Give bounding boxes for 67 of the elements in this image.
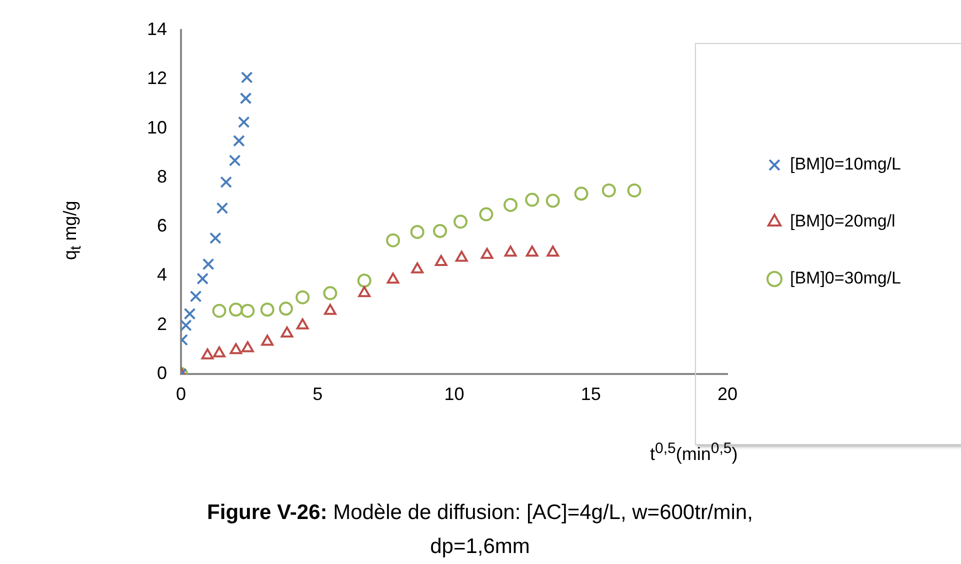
point	[410, 224, 424, 239]
x-tick-label: 20	[717, 384, 738, 404]
x-tick-label: 0	[176, 384, 186, 404]
point	[209, 232, 222, 244]
point	[386, 272, 400, 284]
point	[455, 250, 468, 262]
y-tick-label: 14	[146, 18, 167, 39]
point	[433, 224, 448, 238]
point	[184, 308, 196, 320]
point	[213, 346, 226, 358]
point	[240, 304, 255, 318]
point	[324, 304, 336, 315]
point	[202, 258, 214, 270]
point	[228, 154, 241, 166]
point	[232, 134, 245, 147]
y-tick-label: 4	[156, 264, 167, 285]
point	[454, 214, 468, 229]
y-tick-label: 12	[146, 68, 167, 88]
point	[260, 302, 274, 317]
point	[525, 192, 540, 207]
point	[627, 183, 642, 198]
point	[504, 246, 517, 257]
point	[323, 286, 338, 300]
point	[228, 302, 243, 317]
point	[190, 290, 202, 302]
x-tick-label: 5	[312, 384, 323, 404]
x-tick-label: 15	[580, 384, 601, 404]
point	[241, 341, 254, 352]
point	[434, 254, 448, 266]
point	[296, 290, 310, 304]
point	[602, 183, 616, 198]
point	[261, 334, 274, 346]
point	[181, 319, 192, 332]
point	[358, 286, 371, 298]
point	[526, 246, 538, 257]
point	[386, 233, 400, 248]
x-tick-label: 10	[444, 384, 464, 404]
point	[280, 326, 294, 338]
point	[230, 343, 242, 354]
point	[574, 186, 588, 201]
legend-label: [BM]0=20mg/l	[790, 212, 896, 231]
point	[278, 302, 293, 316]
y-tick-label: 2	[156, 314, 167, 334]
point	[296, 318, 309, 330]
point	[240, 92, 252, 104]
legend-label: [BM]0=30mg/L	[790, 268, 901, 288]
point	[201, 348, 214, 360]
y-tick-label: 8	[156, 166, 167, 186]
y-tick-label: 0	[156, 362, 167, 383]
point	[196, 272, 209, 285]
x-axis-title: t$^{0,5}$(min$^{0,5}$)	[650, 440, 738, 465]
point	[240, 71, 253, 84]
point	[357, 274, 372, 288]
text: Figure V-26: Modèle de diffusion: [AC]=4g/L, w=600tr/min, dp=1,6mm	[206, 500, 754, 560]
point	[480, 248, 494, 259]
point	[546, 246, 560, 257]
y-tick-label: 10	[146, 117, 167, 138]
point	[411, 262, 424, 274]
point	[238, 116, 250, 128]
y-tick-label: 6	[156, 216, 167, 236]
point	[546, 194, 560, 208]
point	[220, 176, 232, 188]
legend-label: [BM]0=10mg/L	[790, 154, 901, 174]
point	[216, 202, 228, 214]
point	[479, 207, 494, 222]
point	[504, 198, 518, 212]
point	[212, 304, 226, 318]
